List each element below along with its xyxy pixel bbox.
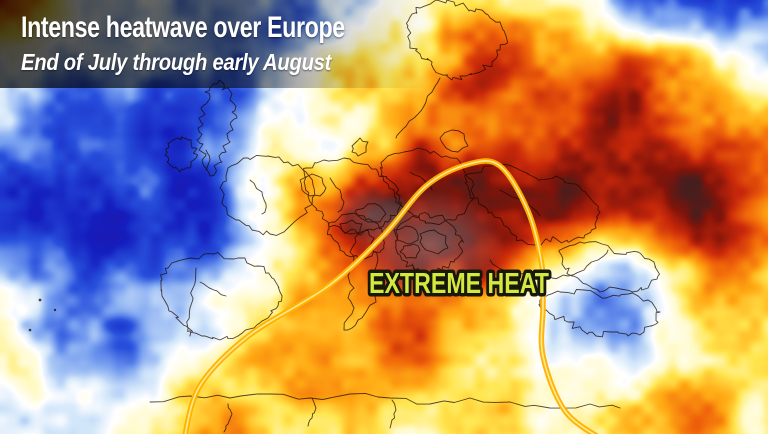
svg-text:EXTREME HEAT: EXTREME HEAT <box>369 266 549 299</box>
